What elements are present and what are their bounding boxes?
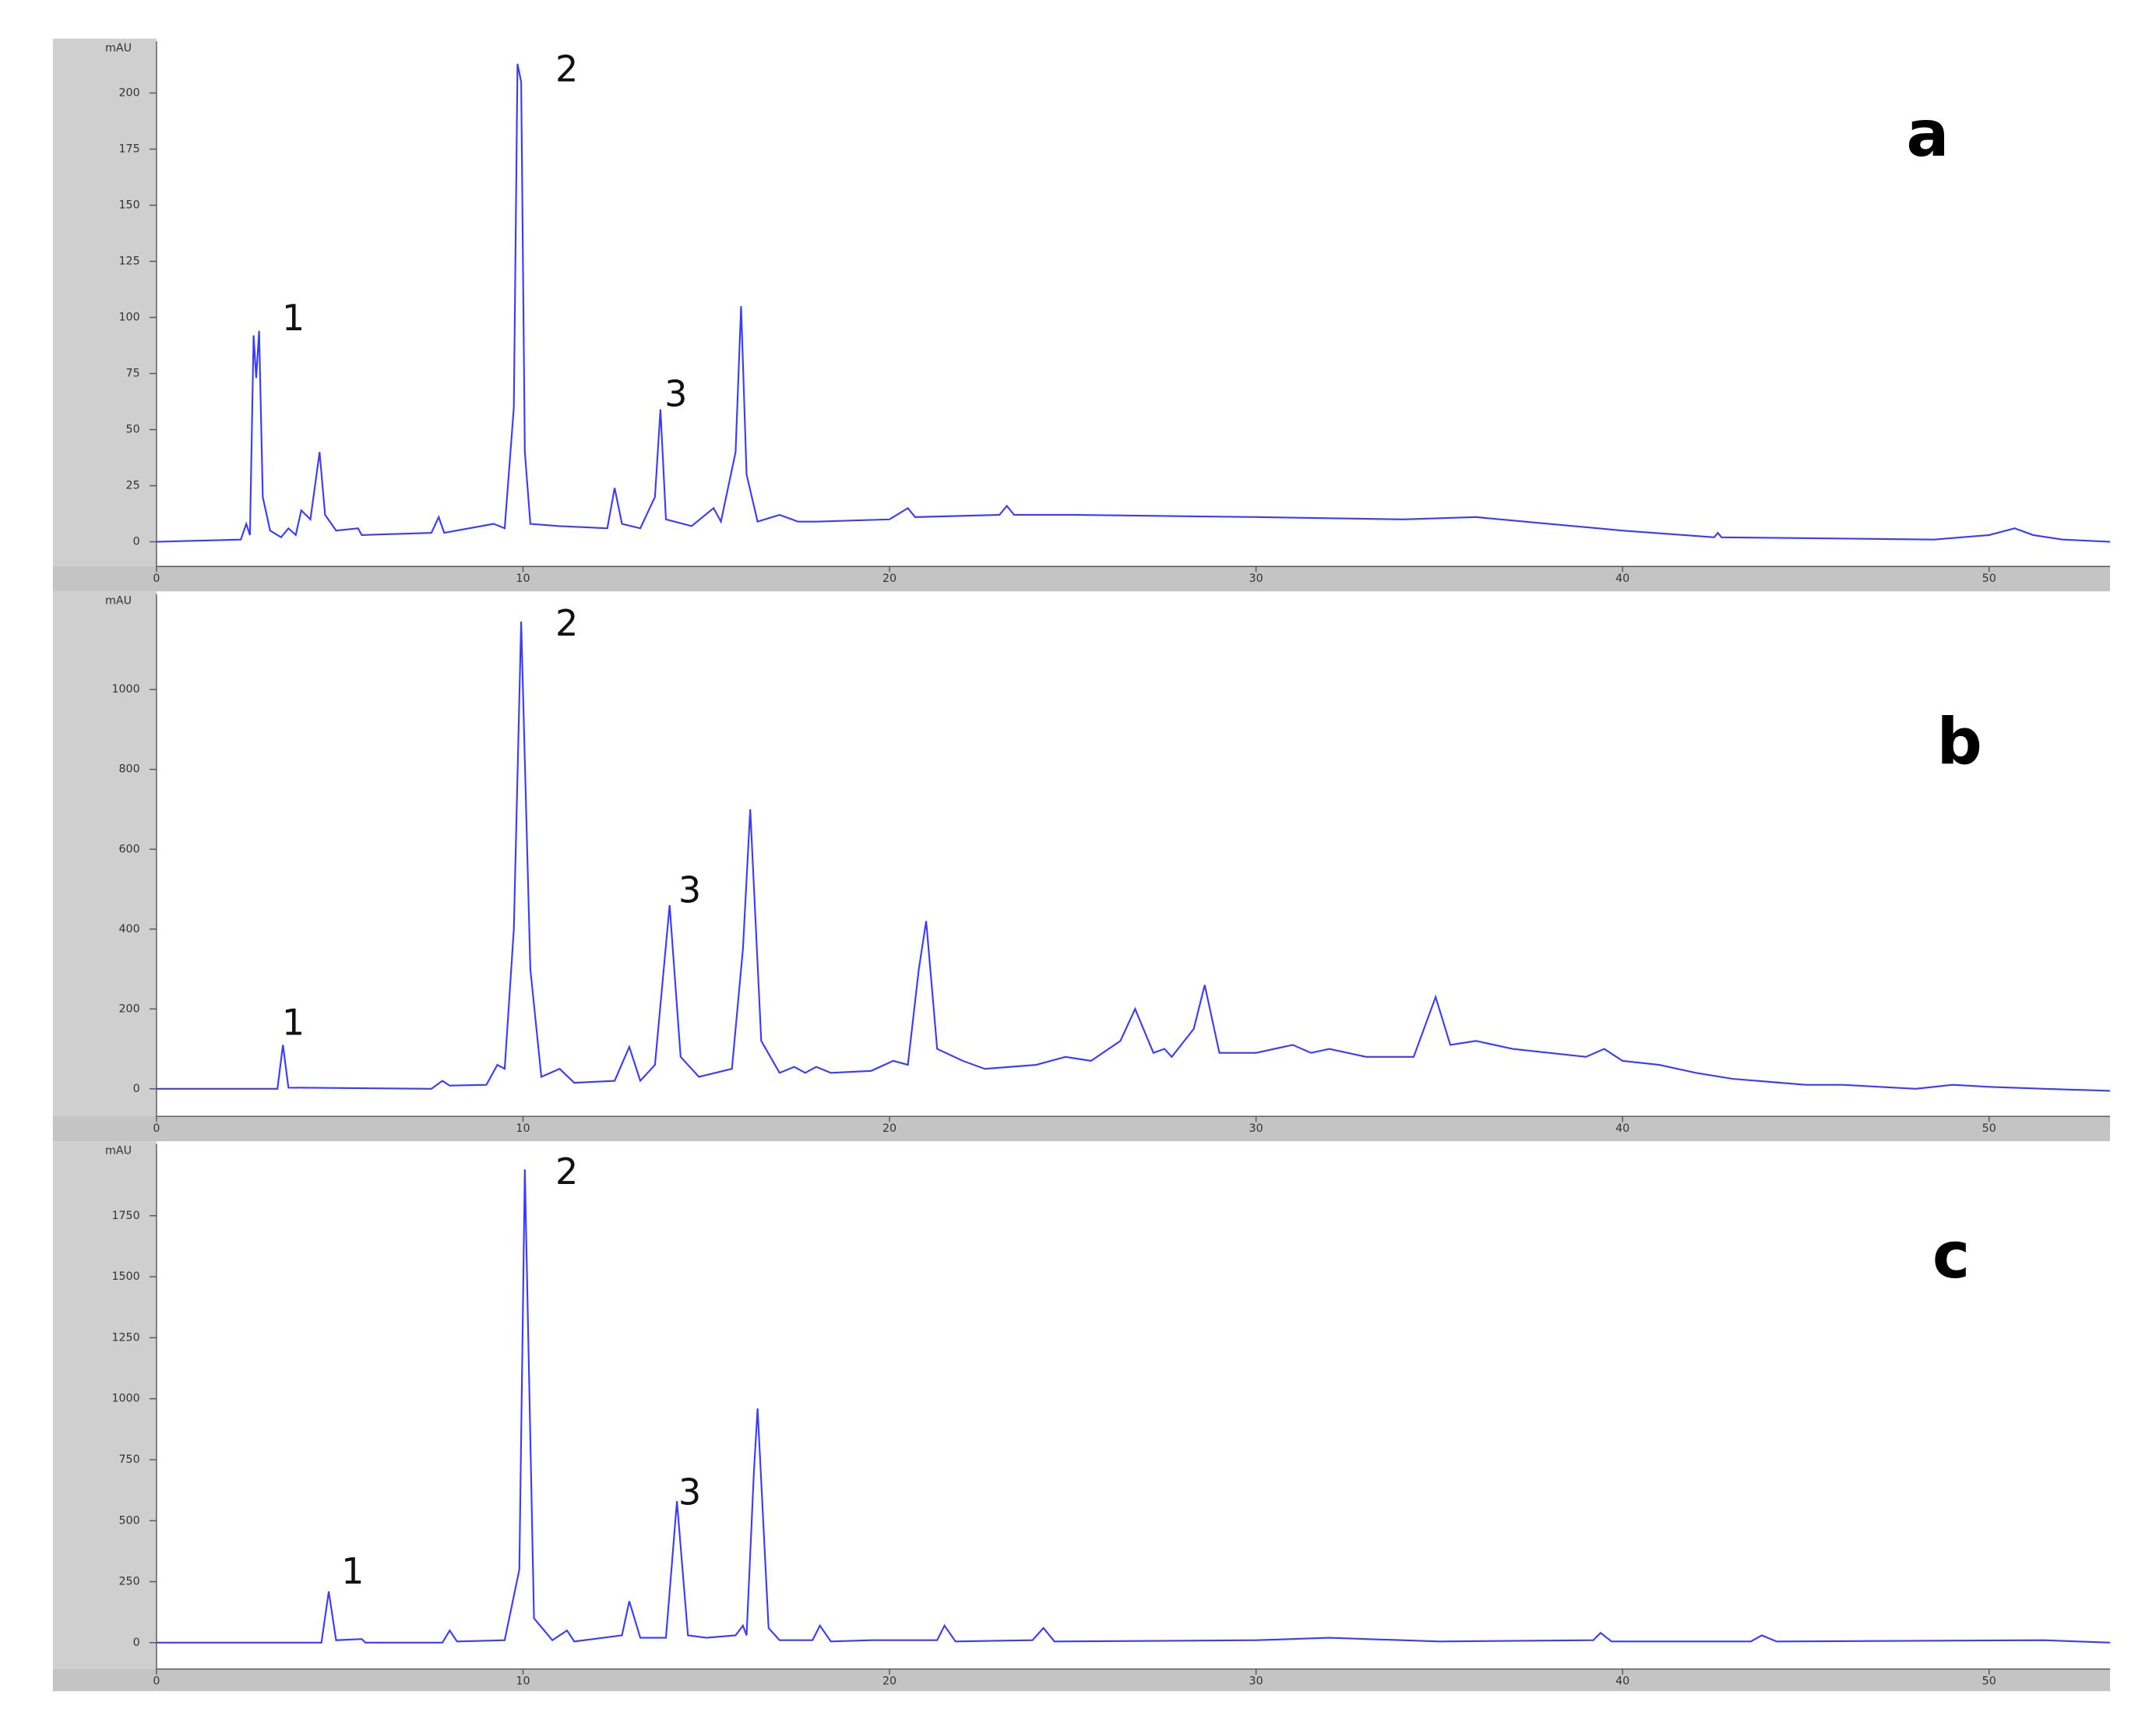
chromatogram-line [156, 1169, 2111, 1644]
y-tick-label: 50 [126, 424, 140, 436]
x-tick-label: 10 [516, 1122, 530, 1135]
x-tick-label: 50 [1982, 1122, 1996, 1135]
y-tick-label: 75 [126, 368, 140, 380]
y-axis-strip [52, 591, 157, 1142]
peak-label: 1 [341, 1550, 364, 1592]
plot-area [156, 41, 2110, 567]
chromatogram-line [156, 63, 2111, 543]
panel-letter: a [1906, 97, 1949, 171]
y-tick-label: 200 [119, 1002, 140, 1015]
y-tick-label: 800 [119, 763, 140, 776]
x-tick-label: 30 [1249, 1122, 1263, 1135]
x-tick-label: 0 [153, 1675, 160, 1688]
peak-label: 1 [282, 297, 305, 339]
y-tick-label: 1500 [112, 1270, 140, 1283]
plot-area [156, 1143, 2110, 1669]
x-tick-label: 50 [1982, 573, 1996, 585]
y-tick-label: 175 [119, 143, 140, 155]
y-tick-label: 100 [119, 312, 140, 324]
plot-area [156, 594, 2110, 1117]
x-tick-label: 40 [1615, 573, 1629, 585]
x-tick-label: 0 [153, 573, 160, 585]
x-tick-label: 10 [516, 1675, 530, 1688]
y-axis-strip [52, 38, 157, 592]
y-tick-label: 25 [126, 480, 140, 492]
x-tick-label: 20 [882, 1675, 897, 1688]
x-tick-label: 40 [1615, 1122, 1629, 1135]
peak-label: 2 [555, 602, 578, 644]
peak-label: 2 [555, 1150, 578, 1193]
x-axis-strip [52, 1116, 2110, 1142]
y-tick-label: 1250 [112, 1331, 140, 1344]
peak-label: 3 [678, 869, 701, 911]
x-tick-label: 40 [1615, 1675, 1629, 1688]
peak-label: 3 [678, 1471, 701, 1513]
y-tick-label: 1000 [112, 683, 140, 696]
y-axis-label: mAU [105, 42, 132, 55]
x-axis-strip [52, 566, 2110, 592]
y-axis-label: mAU [105, 595, 132, 608]
y-tick-label: 500 [119, 1514, 140, 1527]
y-tick-label: 400 [119, 923, 140, 936]
y-tick-label: 250 [119, 1576, 140, 1588]
y-tick-label: 150 [119, 199, 140, 211]
panel-letter: c [1932, 1219, 1970, 1293]
y-tick-label: 1750 [112, 1210, 140, 1222]
y-axis-label: mAU [105, 1145, 132, 1158]
chromatogram-line [156, 622, 2111, 1092]
x-tick-label: 30 [1249, 1675, 1263, 1688]
x-tick-label: 30 [1249, 573, 1263, 585]
y-axis-strip [52, 1141, 157, 1692]
x-axis-strip [52, 1668, 2110, 1692]
y-tick-label: 125 [119, 255, 140, 267]
peak-label: 3 [664, 373, 687, 415]
peak-label: 1 [282, 1002, 305, 1044]
x-tick-label: 50 [1982, 1675, 1996, 1688]
y-tick-label: 600 [119, 843, 140, 855]
y-tick-label: 200 [119, 86, 140, 99]
x-tick-label: 10 [516, 573, 530, 585]
panel-letter: b [1936, 705, 1982, 779]
x-tick-label: 0 [153, 1122, 160, 1135]
y-tick-label: 0 [133, 1637, 140, 1649]
y-tick-label: 0 [133, 536, 140, 548]
x-tick-label: 20 [882, 1122, 897, 1135]
y-tick-label: 0 [133, 1083, 140, 1095]
peak-label: 2 [555, 48, 578, 90]
x-tick-label: 20 [882, 573, 897, 585]
y-tick-label: 750 [119, 1453, 140, 1466]
y-tick-label: 1000 [112, 1393, 140, 1405]
